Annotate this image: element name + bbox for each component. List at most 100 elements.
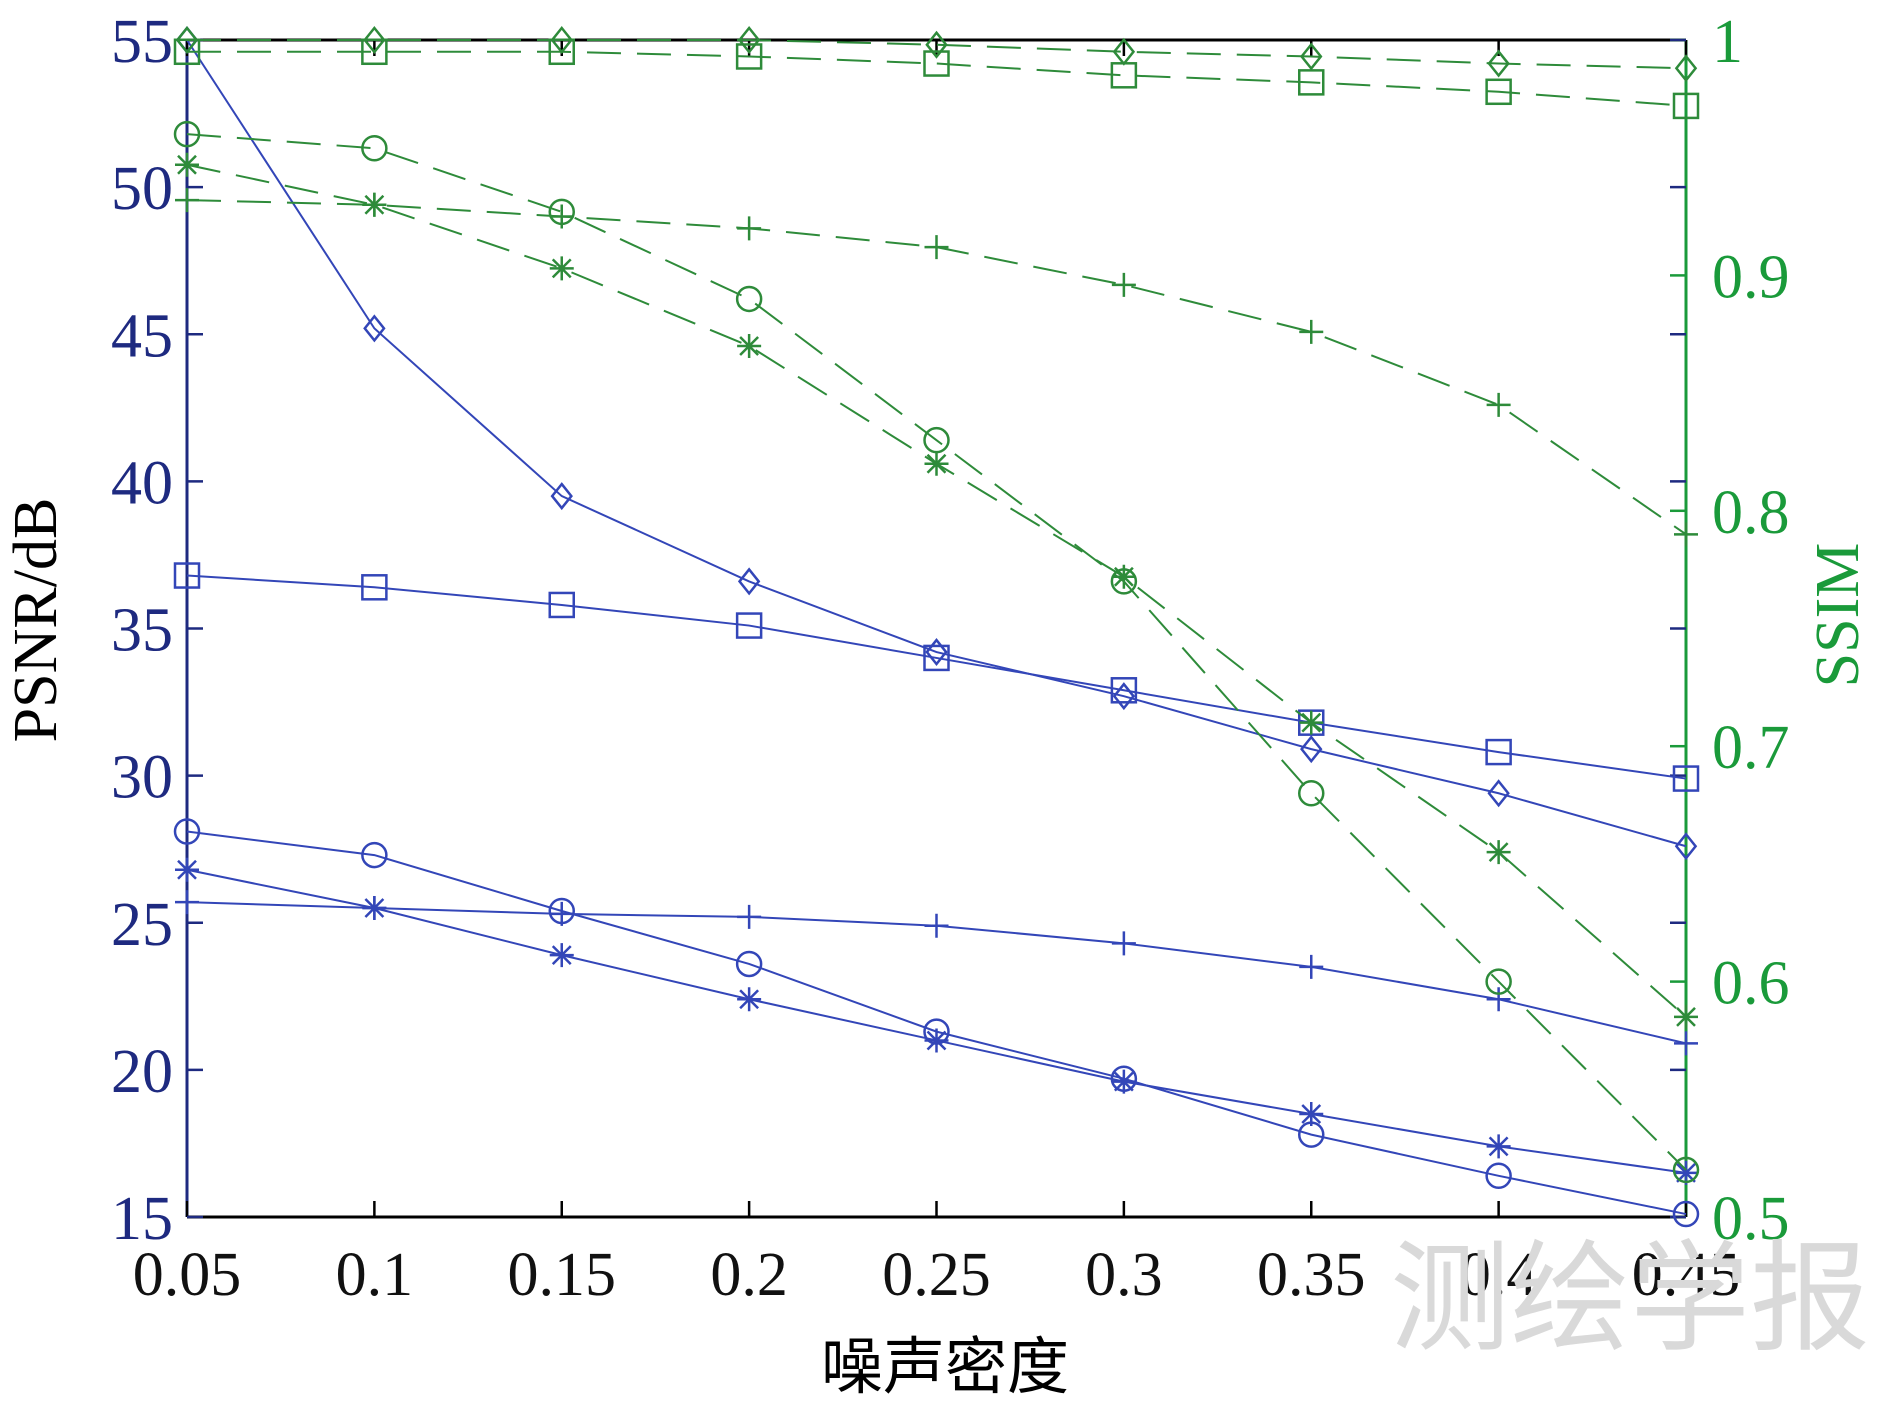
data-point [1487,49,1510,78]
x-tick-label: 0.45 [1632,1241,1741,1309]
y-axis-label-right: SSIM [1804,543,1872,688]
data-point [1485,78,1512,106]
data-point [173,38,201,66]
data-point [1674,1004,1698,1029]
data-point [1674,522,1698,547]
data-point [1300,42,1323,71]
x-tick-label: 0.05 [133,1241,242,1309]
data-point [549,901,574,926]
data-point [1486,1134,1511,1159]
data-point [363,314,386,343]
data-point [735,612,763,639]
data-point [1486,392,1511,417]
data-point [735,285,763,313]
data-point [737,904,762,929]
left-tick-label: 20 [111,1038,173,1106]
data-point [925,638,948,667]
right-tick-label: 0.5 [1712,1185,1790,1253]
data-point [1111,272,1136,297]
x-axis-label: 噪声密度 [821,1334,1069,1402]
data-point [923,50,950,77]
right-tick-label: 0.8 [1712,479,1790,547]
series-9 [175,188,1698,547]
data-point [550,482,573,511]
data-point [737,987,762,1012]
data-point [362,192,387,217]
series-3 [173,818,1700,1228]
x-tick-label: 0.25 [882,1241,991,1309]
data-point [1110,62,1138,89]
data-point [361,574,388,601]
data-point [1298,69,1325,96]
series-2 [173,562,1700,792]
series-line [186,39,1687,848]
data-point [1299,954,1324,979]
data-point [1485,738,1512,766]
data-point [923,644,950,672]
left-tick-label: 25 [111,891,173,959]
data-point [737,567,761,596]
data-point [737,25,761,55]
series-8 [173,120,1700,1184]
data-point [737,334,762,359]
x-tick-label: 0.1 [336,1241,414,1309]
data-point [1486,987,1511,1012]
right-tick-label: 0.6 [1712,950,1790,1018]
data-point [1485,968,1512,995]
right-tick-label: 0.9 [1712,243,1790,311]
data-point [549,256,574,281]
data-point [1672,1156,1700,1184]
data-point [1674,54,1698,83]
data-point [1110,677,1138,704]
data-point [1672,1200,1700,1228]
left-tick-label: 50 [111,155,173,223]
data-point [1674,1031,1698,1056]
y-axis-label-left: PSNR/dB [2,498,70,743]
series-line [186,574,1687,780]
data-point [924,235,949,260]
data-point [924,1028,949,1053]
data-point [925,30,948,59]
data-point [1672,765,1700,792]
data-point [735,43,763,70]
data-point [175,188,199,213]
data-point [173,818,201,845]
series-line [186,830,1687,1216]
data-point [175,890,199,915]
data-point [1111,564,1136,589]
left-tick-label: 35 [111,597,173,665]
data-point [361,841,388,869]
data-point [1299,319,1324,344]
x-tick-label: 0.4 [1460,1241,1538,1309]
series-7 [173,38,1700,120]
data-point [1299,1102,1324,1127]
data-point [1486,840,1511,865]
data-point [175,857,199,882]
data-point [1672,92,1700,120]
data-point [1111,931,1136,956]
x-tick-label: 0.15 [508,1241,617,1309]
series-group [173,25,1700,1228]
left-tick-label: 45 [111,302,173,370]
data-point [1111,1069,1136,1094]
data-point [173,562,201,589]
data-point [362,896,387,921]
left-tick-label: 55 [111,8,173,76]
series-10 [175,152,1698,1029]
data-point [1298,780,1325,807]
data-point [1485,1162,1512,1190]
x-tick-label: 0.3 [1085,1241,1163,1309]
series-line [187,50,1687,107]
data-point [924,451,949,476]
data-point [1299,710,1324,735]
left-tick-label: 30 [111,744,173,812]
series-line [186,133,1687,1171]
data-point [363,25,386,55]
series-1 [175,25,1698,861]
data-point [737,216,762,241]
tick-labels: 0.05 0.1 0.15 0.2 0.25 0.3 0.35 0.4 0.45 15 20 25 30… [111,8,1790,1309]
data-point [548,591,575,619]
series-5 [175,890,1698,1056]
data-point [549,943,574,968]
